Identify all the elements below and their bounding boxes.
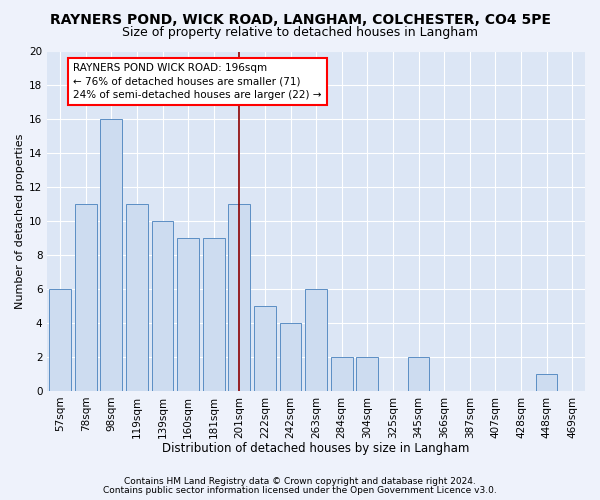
Bar [254, 306, 276, 391]
Bar [305, 289, 327, 391]
Bar [100, 120, 122, 391]
X-axis label: Distribution of detached houses by size in Langham: Distribution of detached houses by size … [163, 442, 470, 455]
Bar [152, 221, 173, 391]
Bar [126, 204, 148, 391]
Y-axis label: Number of detached properties: Number of detached properties [15, 134, 25, 309]
Bar [280, 323, 301, 391]
Text: RAYNERS POND WICK ROAD: 196sqm
← 76% of detached houses are smaller (71)
24% of : RAYNERS POND WICK ROAD: 196sqm ← 76% of … [73, 64, 322, 100]
Bar [407, 357, 430, 391]
Bar [203, 238, 224, 391]
Text: RAYNERS POND, WICK ROAD, LANGHAM, COLCHESTER, CO4 5PE: RAYNERS POND, WICK ROAD, LANGHAM, COLCHE… [49, 12, 551, 26]
Bar [177, 238, 199, 391]
Text: Contains public sector information licensed under the Open Government Licence v3: Contains public sector information licen… [103, 486, 497, 495]
Bar [536, 374, 557, 391]
Bar [229, 204, 250, 391]
Text: Contains HM Land Registry data © Crown copyright and database right 2024.: Contains HM Land Registry data © Crown c… [124, 477, 476, 486]
Bar [75, 204, 97, 391]
Bar [49, 289, 71, 391]
Text: Size of property relative to detached houses in Langham: Size of property relative to detached ho… [122, 26, 478, 39]
Bar [331, 357, 353, 391]
Bar [356, 357, 378, 391]
